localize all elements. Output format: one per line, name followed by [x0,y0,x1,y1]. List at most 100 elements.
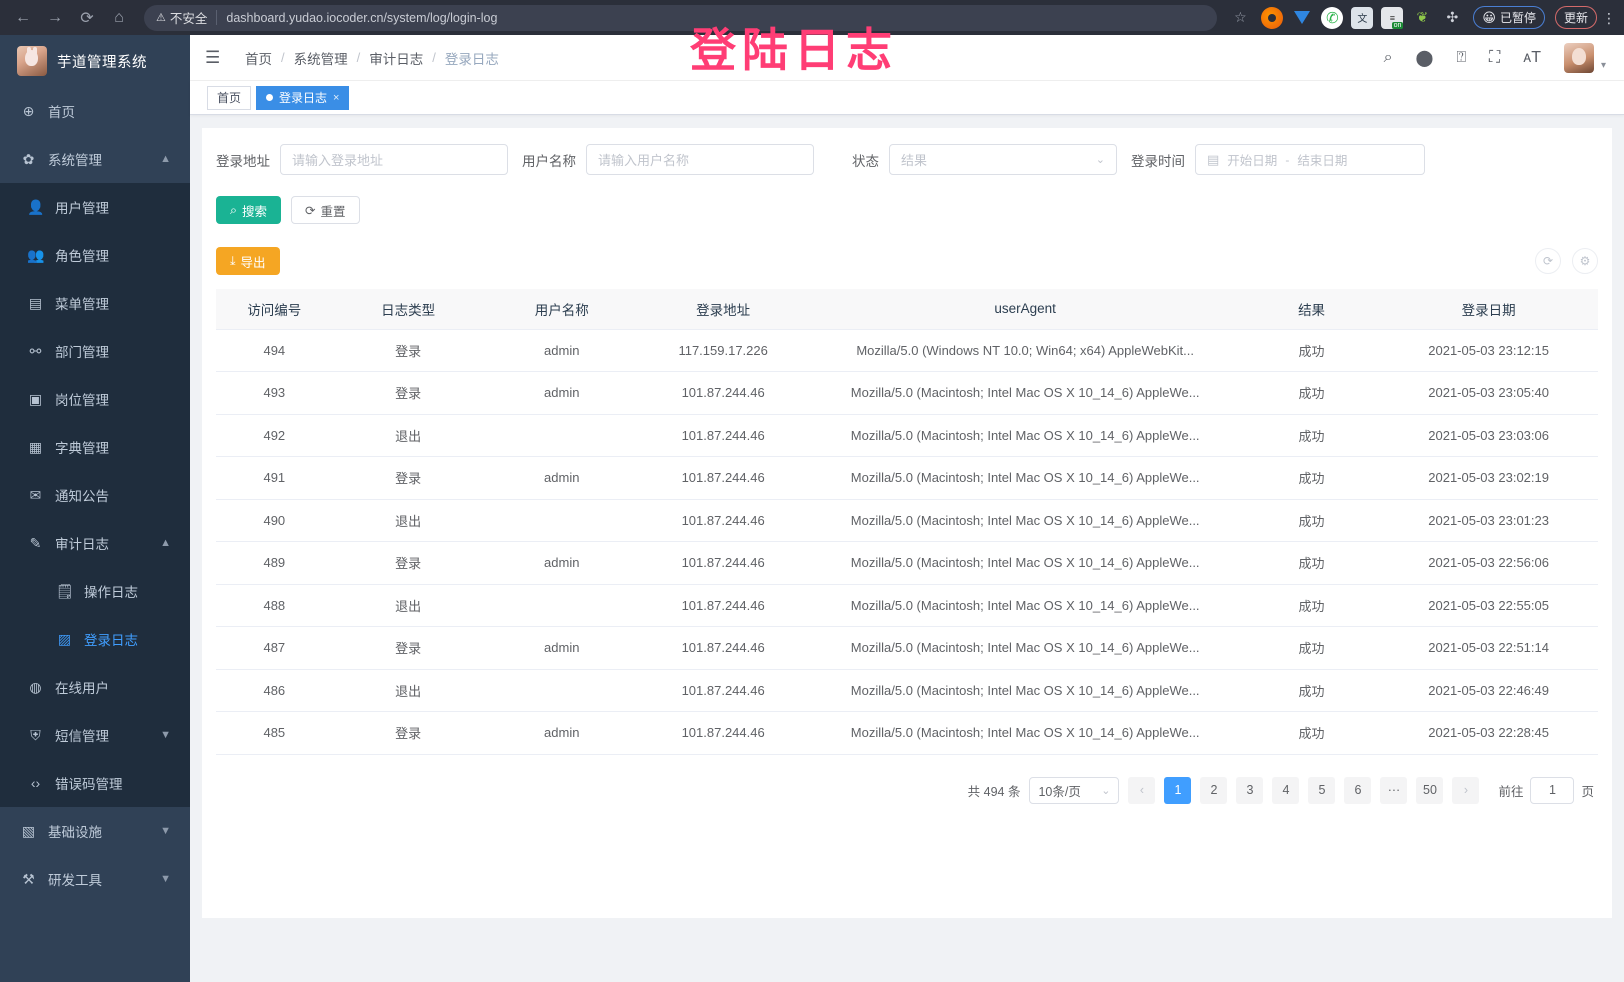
cell-date: 2021-05-03 23:12:15 [1379,329,1598,372]
table-row[interactable]: 486 退出 101.87.244.46 Mozilla/5.0 (Macintosh… [216,669,1598,712]
column-header-result[interactable]: 结果 [1243,289,1380,330]
page-button-50[interactable]: 50 [1416,776,1444,804]
fullscreen-icon[interactable]: ⛶ [1489,48,1501,66]
username-input[interactable]: 请输入用户名称 [586,144,814,175]
sidebar-item-online-user[interactable]: ◍ 在线用户 [0,663,190,711]
table-row[interactable]: 492 退出 101.87.244.46 Mozilla/5.0 (Macintosh… [216,414,1598,457]
table-row[interactable]: 493 登录 admin 101.87.244.46 Mozilla/5.0 (Maci… [216,371,1598,415]
page-button-2[interactable]: 2 [1200,776,1228,804]
table-row[interactable]: 487 登录 admin 101.87.244.46 Mozilla/5.0 (Maci… [216,626,1598,670]
insecure-badge[interactable]: ⚠ 不安全 [156,8,207,27]
tab-login-log[interactable]: 登录日志 × [256,85,350,110]
table-row[interactable]: 485 登录 admin 101.87.244.46 Mozilla/5.0 (Maci… [216,711,1598,755]
breadcrumb-item-home[interactable]: 首页 [245,51,272,67]
column-header-id[interactable]: 访问编号 [216,289,333,330]
table-row[interactable]: 490 退出 101.87.244.46 Mozilla/5.0 (Macintosh… [216,499,1598,542]
export-button[interactable]: ⤓ 导出 [216,247,280,275]
breadcrumb-item-audit[interactable]: 审计日志 [369,51,424,67]
update-chip[interactable]: 更新 [1554,6,1597,29]
leaf-ext-icon[interactable]: ❦ [1416,9,1429,25]
prev-page-button[interactable]: ‹ [1128,776,1156,804]
wechat-ext-icon[interactable]: ✆ [1321,6,1344,29]
sidebar-item-notice[interactable]: ✉ 通知公告 [0,471,190,519]
table-row[interactable]: 488 退出 101.87.244.46 Mozilla/5.0 (Macintosh… [216,584,1598,627]
close-icon[interactable]: × [333,91,340,104]
hamburger-icon[interactable]: ☰ [205,47,221,67]
reset-button[interactable]: ⟳ 重置 [291,196,360,224]
sidebar-item-operation-log[interactable]: 🗒 操作日志 [0,567,190,615]
menu-icon: ▤ [28,294,43,311]
firefox-ext-icon[interactable] [1261,6,1284,29]
forward-arrow-icon[interactable]: → [47,8,63,26]
table-row[interactable]: 494 登录 admin 117.159.17.226 Mozilla/5.0 (Win… [216,329,1598,372]
sidebar-item-label: 基础设施 [48,825,102,840]
user-icon: 👤 [27,198,45,215]
dict-icon: ▦ [28,438,43,455]
cell-useragent: Mozilla/5.0 (Macintosh; Intel Mac OS X 1… [806,414,1244,457]
search-button[interactable]: ⌕ 搜索 [216,196,282,224]
column-header-useragent[interactable]: userAgent [806,289,1244,330]
sidebar-item-home[interactable]: ⊕ 首页 [0,87,190,135]
column-header-user[interactable]: 用户名称 [483,289,640,330]
cell-user: admin [483,371,640,415]
page-size-select[interactable]: 10条/页 ⌄ [1029,776,1120,804]
tab-home[interactable]: 首页 [207,85,252,110]
puzzle-ext-icon[interactable]: ✣ [1446,9,1459,25]
back-icon[interactable]: ← [15,8,31,26]
kebab-menu-icon[interactable]: ⋮ [1602,9,1616,26]
online-user-icon: ◍ [29,678,42,695]
table-row[interactable]: 491 登录 admin 101.87.244.46 Mozilla/5.0 (Maci… [216,456,1598,500]
page-button-3[interactable]: 3 [1236,776,1264,804]
page-button-4[interactable]: 4 [1272,776,1300,804]
sidebar-item-user-mgmt[interactable]: 👤 用户管理 [0,183,190,231]
cell-result: 成功 [1243,371,1380,415]
page-button-5[interactable]: 5 [1308,776,1336,804]
sidebar-item-post-mgmt[interactable]: ▣ 岗位管理 [0,375,190,423]
reload-icon[interactable]: ⟳ [80,9,94,27]
cell-useragent: Mozilla/5.0 (Macintosh; Intel Mac OS X 1… [806,371,1244,415]
chevron-down-icon[interactable]: ▾ [1600,59,1606,71]
sidebar-item-label: 研发工具 [48,873,102,888]
help-icon[interactable]: ⍰ [1456,48,1467,66]
sidebar-item-login-log[interactable]: ▨ 登录日志 [0,615,190,663]
sidebar-item-sms-mgmt[interactable]: ⛨ 短信管理 ▼ [0,711,190,759]
sidebar-item-error-code[interactable]: ‹› 错误码管理 [0,759,190,807]
column-header-addr[interactable]: 登录地址 [639,289,807,330]
jump-page-input[interactable]: 1 [1530,776,1575,804]
paused-chip[interactable]: 😀 已暂停 [1473,6,1545,29]
font-size-icon[interactable]: ᴀT [1523,48,1541,66]
github-icon[interactable]: ⬤ [1415,49,1434,67]
breadcrumb-item-system[interactable]: 系统管理 [293,51,348,67]
status-select[interactable]: 结果 ⌄ [889,144,1117,175]
sidebar-item-dev-tools[interactable]: ⚒ 研发工具 ▼ [0,855,190,903]
cell-useragent: Mozilla/5.0 (Macintosh; Intel Mac OS X 1… [806,626,1244,670]
translate-ext-icon[interactable]: 文 [1351,6,1374,29]
search-icon[interactable]: ⌕ [1383,48,1393,66]
page-button-1[interactable]: 1 [1164,776,1192,804]
avatar[interactable] [1563,42,1594,73]
page-ellipsis[interactable]: ··· [1380,776,1408,804]
brand[interactable]: 芋道管理系统 [0,35,190,87]
login-address-input[interactable]: 请输入登录地址 [280,144,508,175]
sidebar-item-role-mgmt[interactable]: 👥 角色管理 [0,231,190,279]
cell-type: 登录 [332,541,484,585]
table-row[interactable]: 489 登录 admin 101.87.244.46 Mozilla/5.0 (Maci… [216,541,1598,585]
sidebar-item-dict-mgmt[interactable]: ▦ 字典管理 [0,423,190,471]
date-range-picker[interactable]: ▤ 开始日期 - 结束日期 [1195,144,1425,175]
page-button-6[interactable]: 6 [1344,776,1372,804]
home-icon[interactable]: ⌂ [114,8,124,26]
sidebar-item-dept-mgmt[interactable]: ⚯ 部门管理 [0,327,190,375]
diamond-ext-icon[interactable] [1291,7,1313,29]
sidebar-item-system[interactable]: ✿ 系统管理 ▲ [0,135,190,183]
sidebar-item-audit-log[interactable]: ✎ 审计日志 ▲ [0,519,190,567]
next-page-button[interactable]: › [1452,776,1480,804]
star-icon[interactable]: ☆ [1234,9,1247,25]
news-ext-icon[interactable]: on ≡ [1381,6,1404,29]
column-header-date[interactable]: 登录日期 [1379,289,1598,330]
column-header-type[interactable]: 日志类型 [332,289,484,330]
columns-round-icon[interactable]: ⚙ [1572,248,1598,274]
sidebar-item-menu-mgmt[interactable]: ▤ 菜单管理 [0,279,190,327]
refresh-round-icon[interactable]: ⟳ [1535,248,1561,274]
address-bar[interactable]: ⚠ 不安全 dashboard.yudao.iocoder.cn/system/… [144,4,1218,31]
sidebar-item-infra[interactable]: ▧ 基础设施 ▼ [0,807,190,855]
